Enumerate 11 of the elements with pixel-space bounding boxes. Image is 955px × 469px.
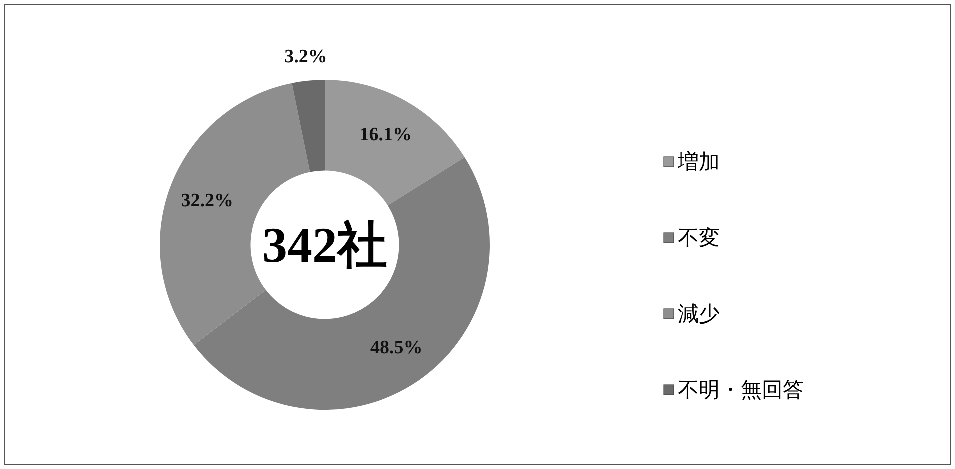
legend-label: 不変 — [678, 226, 720, 250]
donut-slice — [325, 80, 465, 206]
data-label: 3.2% — [284, 46, 328, 68]
legend-label: 不明・無回答 — [678, 378, 804, 402]
data-label: 48.5% — [370, 338, 423, 359]
donut-slice — [292, 80, 325, 172]
legend-label: 増加 — [677, 150, 720, 174]
data-label: 32.2% — [181, 190, 234, 212]
data-label: 16.1% — [360, 124, 412, 146]
legend-label: 減少 — [678, 302, 720, 326]
text: 342社 — [262, 217, 388, 273]
